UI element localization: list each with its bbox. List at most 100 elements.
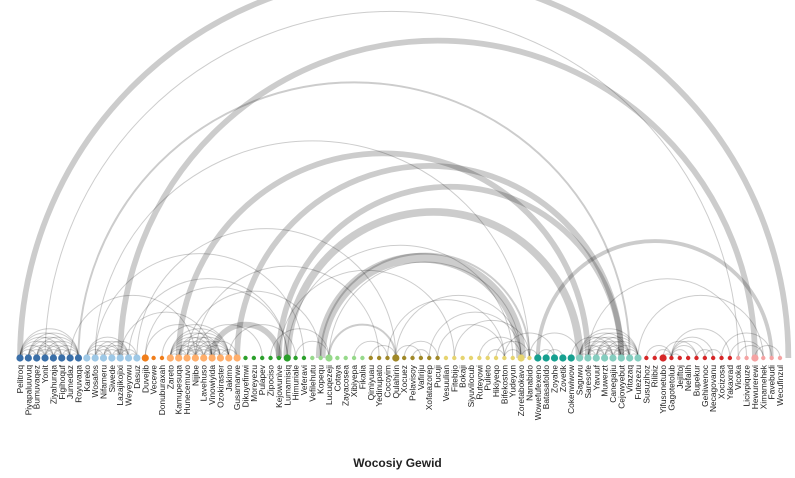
- node-dot[interactable]: [175, 354, 183, 362]
- node-dot[interactable]: [584, 354, 592, 362]
- node-dot[interactable]: [559, 354, 567, 362]
- node-dot[interactable]: [325, 354, 333, 362]
- node-dot[interactable]: [385, 355, 390, 361]
- node-dot[interactable]: [443, 355, 449, 361]
- node-dot[interactable]: [124, 354, 133, 362]
- node-dot[interactable]: [151, 355, 156, 361]
- node-dot[interactable]: [216, 354, 225, 362]
- node-dot[interactable]: [368, 355, 373, 361]
- node-dot[interactable]: [91, 354, 99, 362]
- node-dot[interactable]: [283, 354, 291, 362]
- node-dot[interactable]: [575, 354, 584, 362]
- node-dot[interactable]: [49, 354, 58, 362]
- node-dot[interactable]: [468, 355, 474, 361]
- node-dot[interactable]: [133, 354, 141, 362]
- node-dot[interactable]: [744, 355, 749, 361]
- node-dot[interactable]: [351, 355, 357, 361]
- node-dot[interactable]: [634, 354, 642, 362]
- node-dot[interactable]: [669, 355, 674, 361]
- node-dot[interactable]: [159, 355, 165, 361]
- node-dot[interactable]: [410, 355, 415, 361]
- node-dot[interactable]: [460, 355, 465, 361]
- node-dot[interactable]: [477, 355, 482, 361]
- node-dot[interactable]: [41, 354, 49, 362]
- node-dot[interactable]: [427, 355, 432, 361]
- arc-link: [370, 344, 397, 359]
- node-dot[interactable]: [392, 354, 400, 362]
- node-dot[interactable]: [191, 354, 199, 362]
- node-dot[interactable]: [435, 355, 440, 361]
- node-dot[interactable]: [200, 354, 208, 362]
- node-dot[interactable]: [601, 354, 609, 362]
- node-dot[interactable]: [567, 354, 575, 362]
- node-dot[interactable]: [141, 354, 149, 362]
- node-dot[interactable]: [33, 354, 41, 362]
- node-dot[interactable]: [66, 354, 74, 362]
- node-dot[interactable]: [761, 355, 766, 361]
- node-dot[interactable]: [318, 355, 323, 361]
- node-dot[interactable]: [769, 355, 774, 361]
- node-dot[interactable]: [58, 354, 66, 362]
- node-dot[interactable]: [83, 354, 91, 362]
- node-label: Saguwu: [575, 365, 585, 396]
- node-label: Canegajiu: [608, 365, 618, 403]
- node-dot[interactable]: [16, 354, 24, 362]
- node-dot[interactable]: [527, 355, 532, 361]
- node-dot[interactable]: [225, 354, 233, 362]
- node-dot[interactable]: [542, 354, 550, 362]
- node-dot[interactable]: [293, 355, 298, 361]
- node-dot[interactable]: [592, 354, 600, 362]
- node-dot[interactable]: [310, 355, 315, 361]
- node-dot[interactable]: [74, 354, 83, 362]
- node-dot[interactable]: [108, 354, 116, 362]
- node-dot[interactable]: [617, 354, 625, 362]
- node-dot[interactable]: [550, 354, 559, 362]
- node-dot[interactable]: [736, 355, 741, 361]
- node-dot[interactable]: [644, 355, 649, 361]
- node-dot[interactable]: [702, 355, 708, 361]
- node-dot[interactable]: [233, 354, 241, 362]
- node-dot[interactable]: [268, 355, 273, 361]
- node-dot[interactable]: [376, 355, 382, 361]
- node-dot[interactable]: [183, 354, 191, 362]
- node-dot[interactable]: [418, 355, 424, 361]
- node-dot[interactable]: [777, 355, 783, 361]
- node-dot[interactable]: [452, 355, 457, 361]
- node-dot[interactable]: [659, 354, 667, 362]
- node-dot[interactable]: [609, 354, 617, 362]
- node-dot[interactable]: [251, 355, 257, 361]
- node-label: Hikiyeqo: [491, 365, 501, 397]
- node-dot[interactable]: [301, 355, 307, 361]
- node-label: Ximamehek: [758, 364, 768, 409]
- node-dot[interactable]: [276, 355, 282, 361]
- node-dot[interactable]: [335, 355, 340, 361]
- node-dot[interactable]: [243, 355, 248, 361]
- node-dot[interactable]: [626, 354, 634, 362]
- node-dot[interactable]: [208, 354, 216, 362]
- node-dot[interactable]: [166, 354, 174, 362]
- node-dot[interactable]: [685, 355, 691, 361]
- node-label: Pelitroq: [15, 365, 25, 394]
- node-dot[interactable]: [99, 354, 108, 362]
- node-dot[interactable]: [502, 355, 507, 361]
- node-dot[interactable]: [719, 355, 724, 361]
- node-dot[interactable]: [360, 355, 365, 361]
- node-dot[interactable]: [751, 354, 759, 362]
- node-dot[interactable]: [259, 355, 265, 361]
- node-dot[interactable]: [710, 355, 716, 361]
- node-dot[interactable]: [401, 355, 407, 361]
- node-dot[interactable]: [116, 354, 124, 362]
- node-dot[interactable]: [493, 355, 499, 361]
- node-label: Zareto: [165, 365, 175, 390]
- node-dot[interactable]: [677, 355, 682, 361]
- node-dot[interactable]: [343, 355, 348, 361]
- node-dot[interactable]: [24, 354, 32, 362]
- arc-link: [428, 311, 522, 359]
- node-dot[interactable]: [652, 355, 657, 361]
- node-dot[interactable]: [517, 354, 525, 362]
- node-dot[interactable]: [694, 355, 699, 361]
- node-dot[interactable]: [727, 355, 733, 361]
- node-dot[interactable]: [485, 355, 490, 361]
- node-dot[interactable]: [534, 354, 542, 362]
- node-dot[interactable]: [510, 355, 515, 361]
